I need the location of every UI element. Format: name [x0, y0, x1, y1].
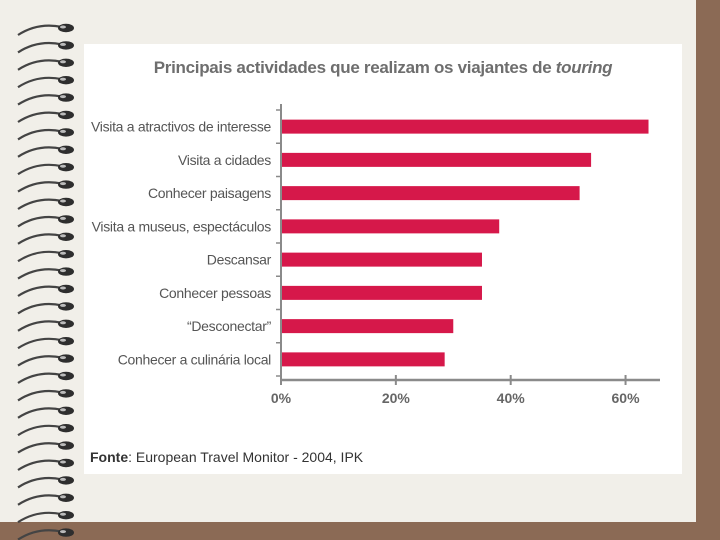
chart-title-main: Principais actividades que realizam os v… [153, 58, 552, 77]
x-tick-label: 0% [271, 390, 292, 406]
bar [282, 186, 580, 201]
category-label: Visita a cidades [178, 152, 271, 168]
spiral-coil [17, 354, 74, 367]
spiral-coil [17, 319, 74, 332]
spiral-coil [17, 145, 74, 158]
category-label: Visita a museus, espectáculos [92, 218, 272, 234]
category-label: Visita a atractivos de interesse [91, 119, 272, 135]
spiral-coil [17, 511, 74, 524]
spiral-coil [17, 128, 74, 141]
chart-title: Principais actividades que realizam os v… [84, 58, 682, 78]
spiral-coil [17, 406, 74, 419]
spiral-coil [17, 267, 74, 280]
spiral-coil [17, 302, 74, 315]
spiral-coil [17, 493, 74, 506]
spiral-coil [17, 424, 74, 437]
bar [282, 285, 482, 300]
category-label: “Desconectar” [187, 318, 272, 334]
spiral-coil [17, 441, 74, 454]
spiral-coil [17, 76, 74, 89]
source-label: Fonte [90, 449, 129, 465]
category-label: Conhecer a culinária local [118, 351, 271, 367]
bar [282, 252, 482, 267]
spiral-coil [17, 197, 74, 210]
bar [282, 219, 500, 234]
bar [282, 119, 649, 134]
spiral-coil [17, 41, 74, 54]
x-tick-label: 20% [382, 390, 411, 406]
spiral-coil [17, 110, 74, 123]
spiral-coil [17, 23, 74, 36]
spiral-coil [17, 371, 74, 384]
spiral-coil [17, 476, 74, 489]
source-text: : European Travel Monitor - 2004, IPK [128, 449, 364, 465]
spiral-coil [17, 232, 74, 245]
spiral-coil [17, 215, 74, 228]
spiral-coil [17, 163, 74, 176]
bar [282, 352, 445, 367]
spiral-coil [17, 337, 74, 350]
bar [282, 152, 592, 167]
bar [282, 319, 454, 334]
x-tick-label: 40% [497, 390, 526, 406]
category-label: Conhecer pessoas [159, 285, 271, 301]
x-tick-label: 60% [612, 390, 641, 406]
chart-title-emphasis: touring [555, 58, 613, 77]
spiral-coil [17, 58, 74, 71]
category-label: Conhecer paisagens [148, 185, 271, 201]
spiral-coil [17, 528, 74, 540]
spiral-coil [17, 458, 74, 471]
spiral-coil [17, 93, 74, 106]
source-note: Fonte: European Travel Monitor - 2004, I… [90, 449, 363, 465]
spiral-coil [17, 389, 74, 402]
spiral-coil [17, 180, 74, 193]
spiral-binding-icon [17, 23, 74, 540]
spiral-coil [17, 284, 74, 297]
category-label: Descansar [207, 252, 272, 268]
spiral-coil [17, 250, 74, 263]
